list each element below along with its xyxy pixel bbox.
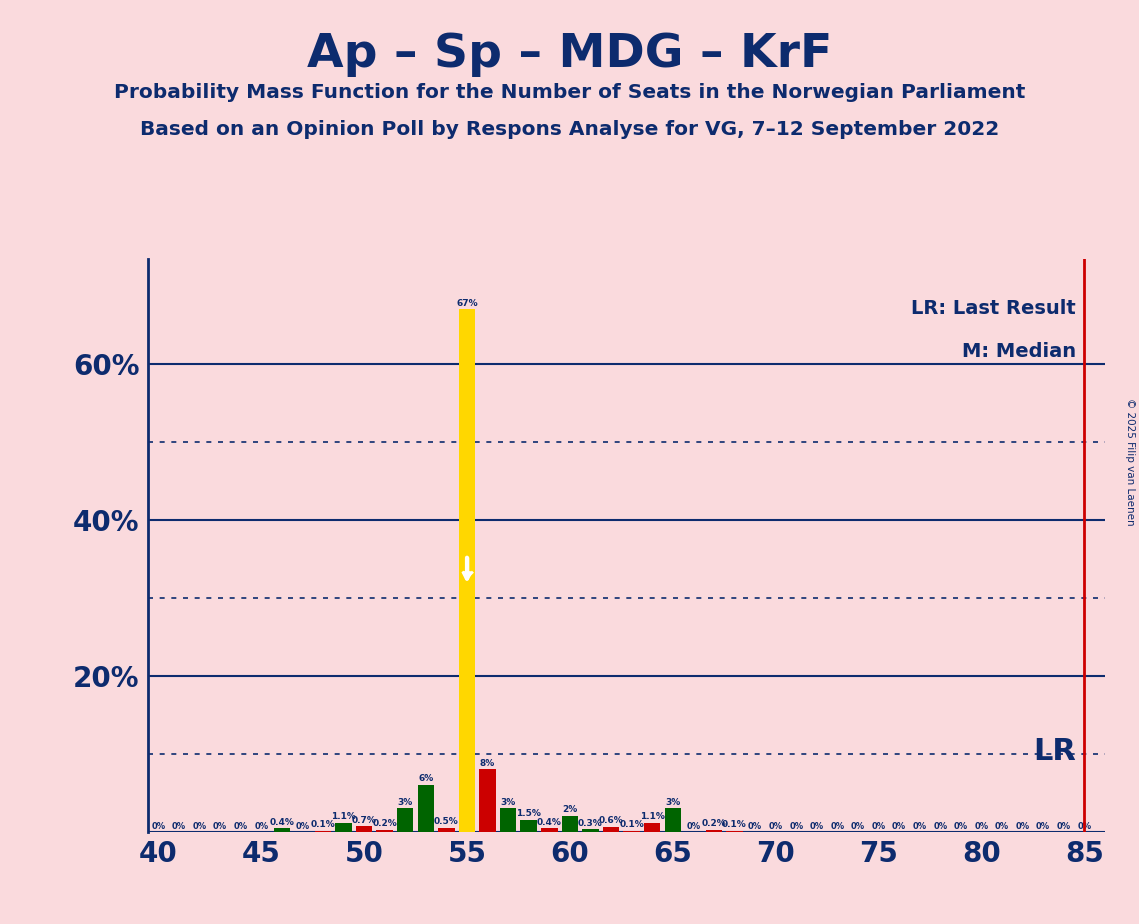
Text: 0%: 0%	[748, 821, 762, 831]
Text: 1.1%: 1.1%	[331, 812, 357, 821]
Text: 0%: 0%	[994, 821, 1009, 831]
Text: Ap – Sp – MDG – KrF: Ap – Sp – MDG – KrF	[306, 32, 833, 78]
Bar	[706, 830, 722, 832]
Text: 67%: 67%	[457, 298, 477, 308]
Bar	[418, 784, 434, 832]
Text: Probability Mass Function for the Number of Seats in the Norwegian Parliament: Probability Mass Function for the Number…	[114, 83, 1025, 103]
Text: 0%: 0%	[295, 821, 310, 831]
Text: 0%: 0%	[974, 821, 989, 831]
Text: M: Median: M: Median	[962, 342, 1076, 360]
Bar	[664, 808, 681, 832]
Text: 1.5%: 1.5%	[516, 809, 541, 819]
Text: 0%: 0%	[789, 821, 803, 831]
Text: 0%: 0%	[851, 821, 865, 831]
Bar	[582, 829, 599, 832]
Bar	[500, 808, 516, 832]
Text: 0.2%: 0.2%	[702, 820, 727, 829]
Text: 0.4%: 0.4%	[536, 818, 562, 827]
Text: 0.2%: 0.2%	[372, 820, 398, 829]
Bar	[459, 310, 475, 832]
Bar	[355, 826, 372, 832]
Text: 0.1%: 0.1%	[722, 821, 747, 829]
Text: 0%: 0%	[1077, 821, 1091, 831]
Bar	[562, 816, 579, 832]
Bar	[541, 829, 557, 832]
Bar	[603, 827, 620, 832]
Bar	[480, 770, 495, 832]
Text: 0.1%: 0.1%	[311, 821, 335, 829]
Bar	[335, 823, 352, 832]
Text: 3%: 3%	[398, 797, 413, 807]
Text: © 2025 Filip van Laenen: © 2025 Filip van Laenen	[1125, 398, 1134, 526]
Text: 0%: 0%	[1016, 821, 1030, 831]
Text: 0%: 0%	[871, 821, 885, 831]
Text: 0%: 0%	[810, 821, 823, 831]
Text: LR: LR	[1033, 736, 1076, 766]
Text: 0.5%: 0.5%	[434, 817, 459, 826]
Text: 0%: 0%	[687, 821, 700, 831]
Text: 0%: 0%	[213, 821, 227, 831]
Text: 0%: 0%	[233, 821, 247, 831]
Text: 0.1%: 0.1%	[620, 821, 644, 829]
Text: Based on an Opinion Poll by Respons Analyse for VG, 7–12 September 2022: Based on an Opinion Poll by Respons Anal…	[140, 120, 999, 140]
Text: 3%: 3%	[500, 797, 516, 807]
Text: 3%: 3%	[665, 797, 680, 807]
Bar	[521, 820, 536, 832]
Text: 0%: 0%	[953, 821, 968, 831]
Text: 0.7%: 0.7%	[352, 816, 377, 824]
Text: 0%: 0%	[1036, 821, 1050, 831]
Bar	[377, 830, 393, 832]
Bar	[644, 823, 661, 832]
Text: 0%: 0%	[892, 821, 907, 831]
Text: 0%: 0%	[769, 821, 782, 831]
Text: 0.6%: 0.6%	[599, 817, 623, 825]
Text: 0%: 0%	[172, 821, 186, 831]
Text: 1.1%: 1.1%	[640, 812, 665, 821]
Text: 0%: 0%	[1057, 821, 1071, 831]
Text: 0%: 0%	[912, 821, 927, 831]
Bar	[439, 828, 454, 832]
Text: LR: Last Result: LR: Last Result	[911, 298, 1076, 318]
Text: 0.3%: 0.3%	[579, 819, 603, 828]
Text: ↓: ↓	[456, 556, 478, 585]
Bar	[398, 808, 413, 832]
Text: 0%: 0%	[192, 821, 206, 831]
Bar	[273, 829, 290, 832]
Text: 0%: 0%	[933, 821, 948, 831]
Text: 8%: 8%	[480, 759, 495, 768]
Text: 0.4%: 0.4%	[269, 818, 294, 827]
Text: 6%: 6%	[418, 774, 434, 784]
Text: 0%: 0%	[151, 821, 165, 831]
Text: 0%: 0%	[830, 821, 844, 831]
Text: 2%: 2%	[563, 806, 577, 814]
Text: 0%: 0%	[254, 821, 269, 831]
